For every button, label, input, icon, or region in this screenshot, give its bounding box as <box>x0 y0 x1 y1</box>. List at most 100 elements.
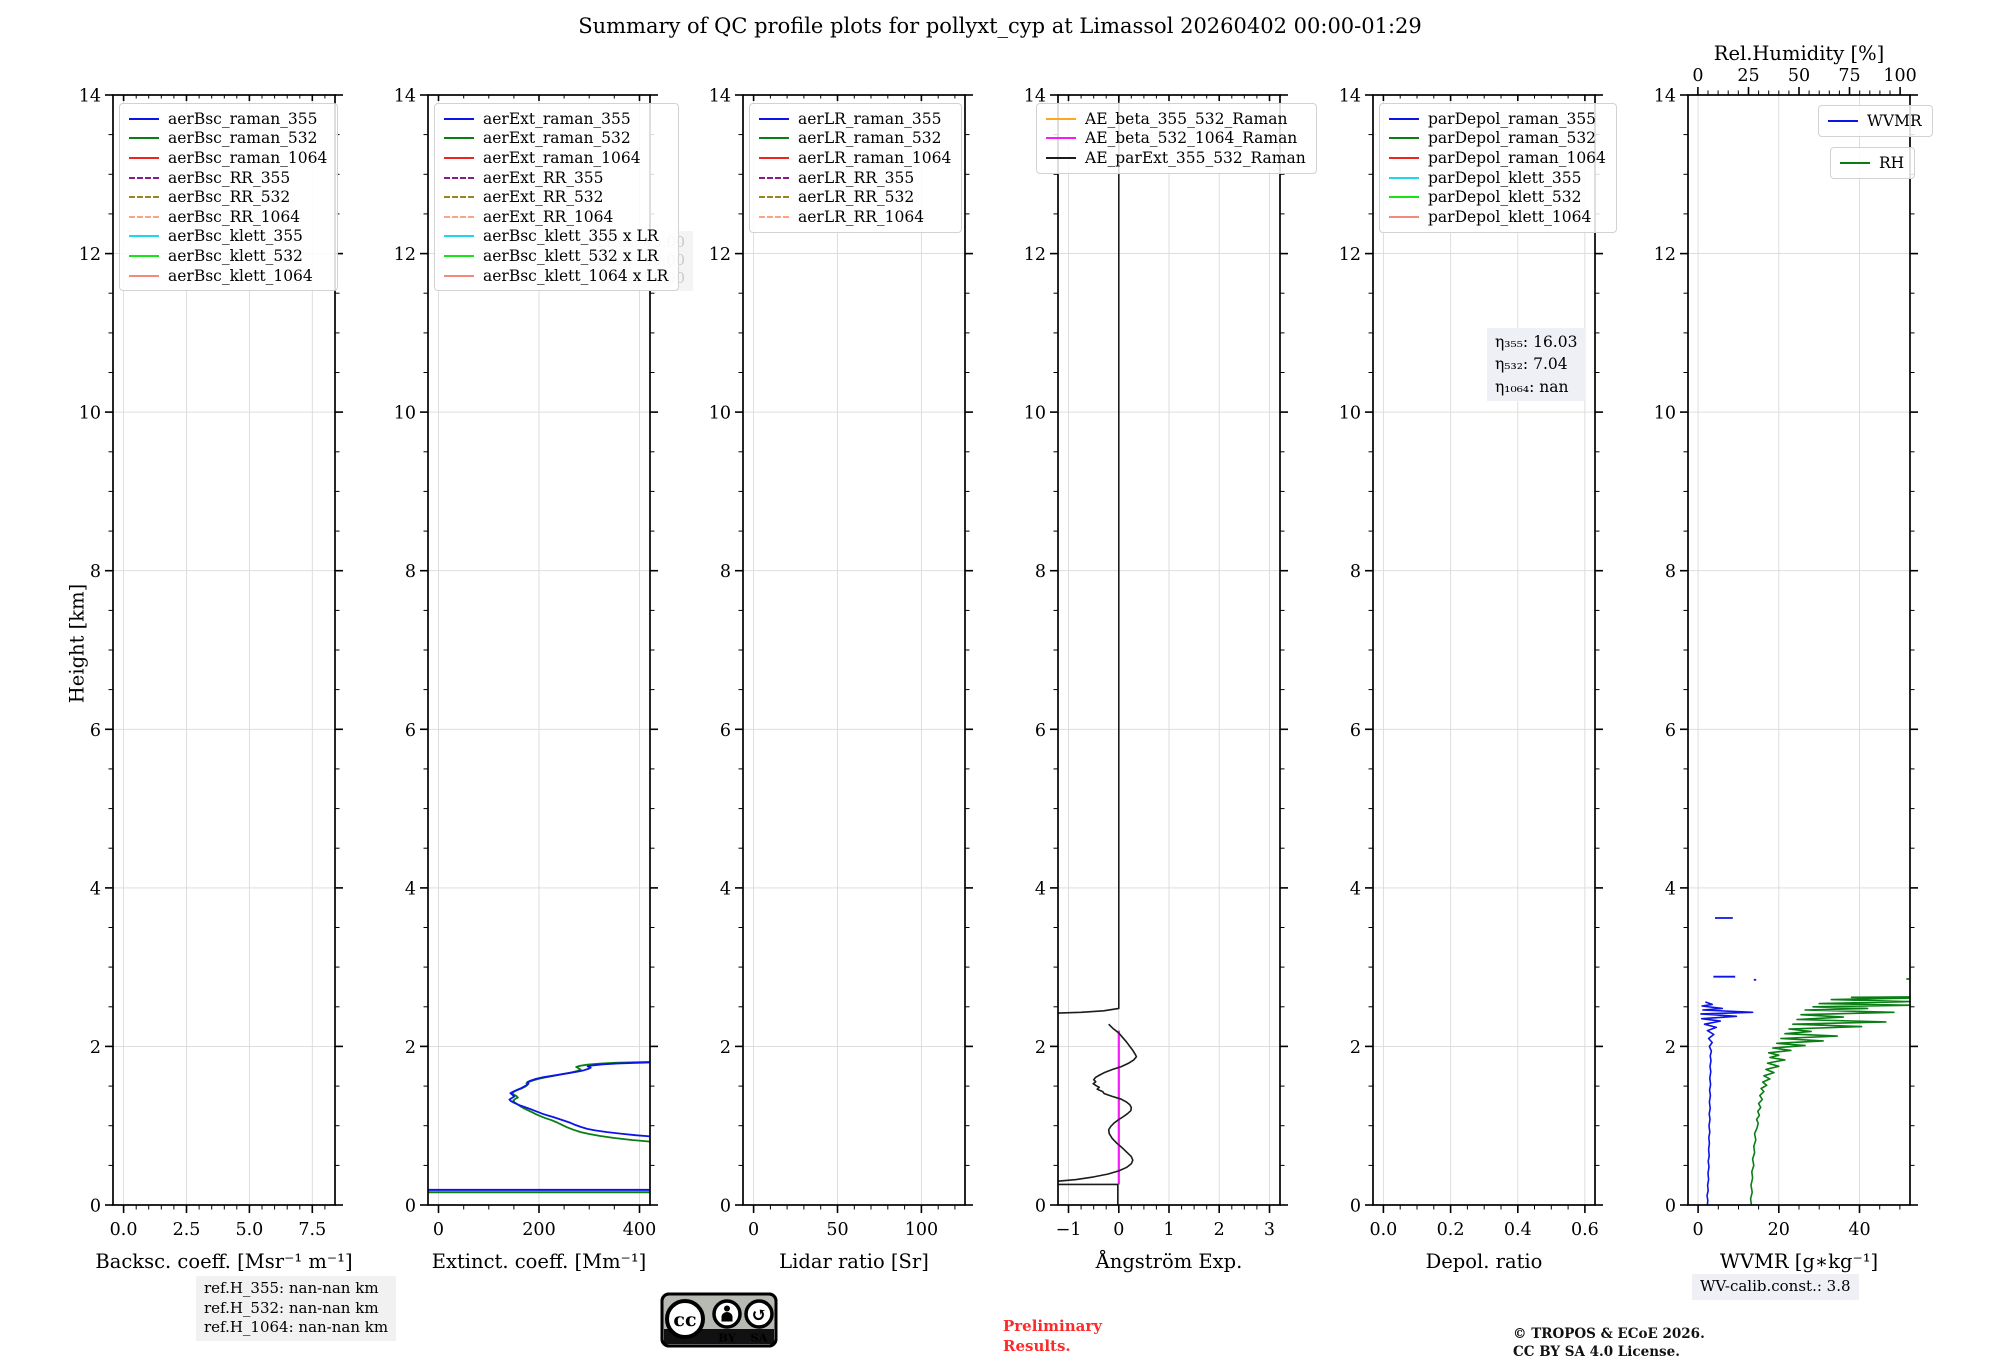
legend-line-sample <box>444 274 474 277</box>
y-tick-label: 14 <box>79 87 101 107</box>
legend-item-label: aerBsc_klett_532 <box>168 246 303 265</box>
legend-line-sample <box>1389 137 1419 140</box>
y-tick-label: 8 <box>1665 562 1676 582</box>
legend-extinction: aerExt_raman_355 aerExt_raman_532 aerExt_r… <box>434 103 680 292</box>
legend-line-sample <box>1389 176 1419 179</box>
legend-item: AE_parExt_355_532_Raman <box>1046 148 1306 168</box>
eta-1064-value: η₁₀₆₄: nan <box>1495 377 1569 396</box>
cc-icon <box>665 1299 705 1339</box>
legend-line-sample <box>129 117 159 120</box>
y-tick-label: 2 <box>405 1038 416 1058</box>
y-tick-label: 0 <box>1665 1197 1676 1217</box>
x-axis-label: WVMR [g∗kg⁻¹] <box>1720 1250 1878 1273</box>
y-tick-label: 4 <box>1350 879 1361 899</box>
legend-item: aerBsc_klett_1064 <box>129 266 327 286</box>
legend-item-label: parDepol_klett_1064 <box>1428 207 1592 226</box>
legend-item: aerExt_RR_1064 <box>444 207 668 227</box>
legend-item: parDepol_klett_355 <box>1389 168 1606 188</box>
y-tick-label: 6 <box>90 721 101 741</box>
legend-item-label: aerBsc_klett_355 x LR <box>483 227 659 246</box>
y-tick-label: 12 <box>709 245 731 265</box>
rh-tick-label: 25 <box>1737 66 1759 86</box>
legend-line-sample <box>444 176 474 179</box>
legend-line-sample <box>759 117 789 120</box>
x-tick-label: 5.0 <box>235 1220 263 1240</box>
legend-item: aerBsc_RR_355 <box>129 168 327 188</box>
y-tick-label: 6 <box>1665 721 1676 741</box>
y-tick-label: 0 <box>405 1197 416 1217</box>
legend-item-label: aerExt_raman_1064 <box>483 148 641 167</box>
copyright-note: © TROPOS & ECoE 2026. CC BY SA 4.0 Licen… <box>1513 1326 1705 1360</box>
legend-line-sample <box>444 215 474 218</box>
legend-line-sample <box>759 137 789 140</box>
rh-tick-label: 100 <box>1883 66 1916 86</box>
legend-item-label: aerExt_RR_355 <box>483 168 604 187</box>
legend-item-label: aerExt_raman_355 <box>483 109 631 128</box>
legend-item: aerExt_raman_1064 <box>444 148 668 168</box>
legend-line-sample <box>129 176 159 179</box>
x-tick-label: 0 <box>433 1220 444 1240</box>
eta-532-value: η₅₃₂: 7.04 <box>1495 355 1568 374</box>
legend-line-sample <box>759 156 789 159</box>
legend-item: parDepol_raman_1064 <box>1389 148 1606 168</box>
series-aerExt_raman_532 <box>511 1061 651 1143</box>
legend-item: aerLR_raman_355 <box>759 109 951 129</box>
y-tick-label: 12 <box>1024 245 1046 265</box>
legend-item-label: aerBsc_klett_1064 x LR <box>483 266 669 285</box>
legend-item: aerBsc_klett_532 x LR <box>444 246 668 266</box>
legend-item: aerBsc_raman_355 <box>129 109 327 129</box>
legend-angstroem: AE_beta_355_532_Raman AE_beta_532_1064_Ra… <box>1036 103 1317 174</box>
legend-item: parDepol_raman_532 <box>1389 129 1606 149</box>
y-tick-label: 0 <box>720 1197 731 1217</box>
legend-line-sample <box>444 235 474 238</box>
legend-item: parDepol_klett_532 <box>1389 187 1606 207</box>
page-title: Summary of QC profile plots for pollyxt_… <box>578 14 1422 38</box>
y-tick-label: 10 <box>1024 404 1046 424</box>
rh-tick-label: 50 <box>1788 66 1810 86</box>
legend-item: aerBsc_raman_532 <box>129 129 327 149</box>
rh-tick-label: 0 <box>1692 66 1703 86</box>
legend-item-label: aerBsc_raman_532 <box>168 129 318 148</box>
cc-badge-graphic: cc ↺ BY SA <box>660 1292 778 1348</box>
y-tick-label: 8 <box>90 562 101 582</box>
legend-item-label: aerBsc_klett_1064 <box>168 266 313 285</box>
x-tick-label: 0 <box>748 1220 759 1240</box>
legend-item-label: AE_beta_532_1064_Raman <box>1085 129 1298 148</box>
x-tick-label: 0.0 <box>1369 1220 1397 1240</box>
legend-line-sample <box>444 156 474 159</box>
y-tick-label: 4 <box>720 879 731 899</box>
legend-item-label: aerLR_raman_1064 <box>798 148 952 167</box>
series-AE_parExt_lower <box>1058 1183 1119 1205</box>
legend-item-label: aerLR_RR_355 <box>798 168 915 187</box>
y-tick-label: 2 <box>90 1038 101 1058</box>
x-tick-label: 2 <box>1214 1220 1225 1240</box>
ref-h-1064: ref.H_1064: nan-nan km <box>204 1318 389 1336</box>
legend-line-sample <box>1046 137 1076 140</box>
legend-item-label: RH <box>1879 153 1905 172</box>
x-tick-label: 400 <box>623 1220 656 1240</box>
y-tick-label: 14 <box>1339 87 1361 107</box>
svg-text:BY: BY <box>718 1331 737 1345</box>
legend-item-label: aerBsc_raman_1064 <box>168 148 328 167</box>
legend-item: aerExt_raman_355 <box>444 109 668 129</box>
y-tick-label: 10 <box>709 404 731 424</box>
series-AE_parExt_profile <box>1057 1023 1138 1182</box>
legend-line-sample <box>129 196 159 199</box>
x-tick-label: 0.4 <box>1504 1220 1532 1240</box>
legend-line-sample <box>759 176 789 179</box>
y-tick-label: 4 <box>405 879 416 899</box>
legend-backscatter: aerBsc_raman_355 aerBsc_raman_532 aerBsc_r… <box>119 103 339 292</box>
y-tick-label: 12 <box>1654 245 1676 265</box>
legend-item-label: aerBsc_klett_355 <box>168 227 303 246</box>
preliminary-results-note: Preliminary Results. <box>1003 1317 1102 1355</box>
x-axis-label: Extinct. coeff. [Mm⁻¹] <box>432 1250 647 1273</box>
legend-item-label: aerBsc_RR_1064 <box>168 207 301 226</box>
x-tick-label: 3 <box>1264 1220 1275 1240</box>
eta-355-value: η₃₅₅: 16.03 <box>1495 333 1578 351</box>
y-tick-label: 2 <box>1350 1038 1361 1058</box>
x-axis-label: Depol. ratio <box>1426 1250 1543 1273</box>
x-axis-label: Lidar ratio [Sr] <box>779 1250 929 1273</box>
legend-item: aerLR_RR_355 <box>759 168 951 188</box>
rh-tick-label: 75 <box>1838 66 1860 86</box>
